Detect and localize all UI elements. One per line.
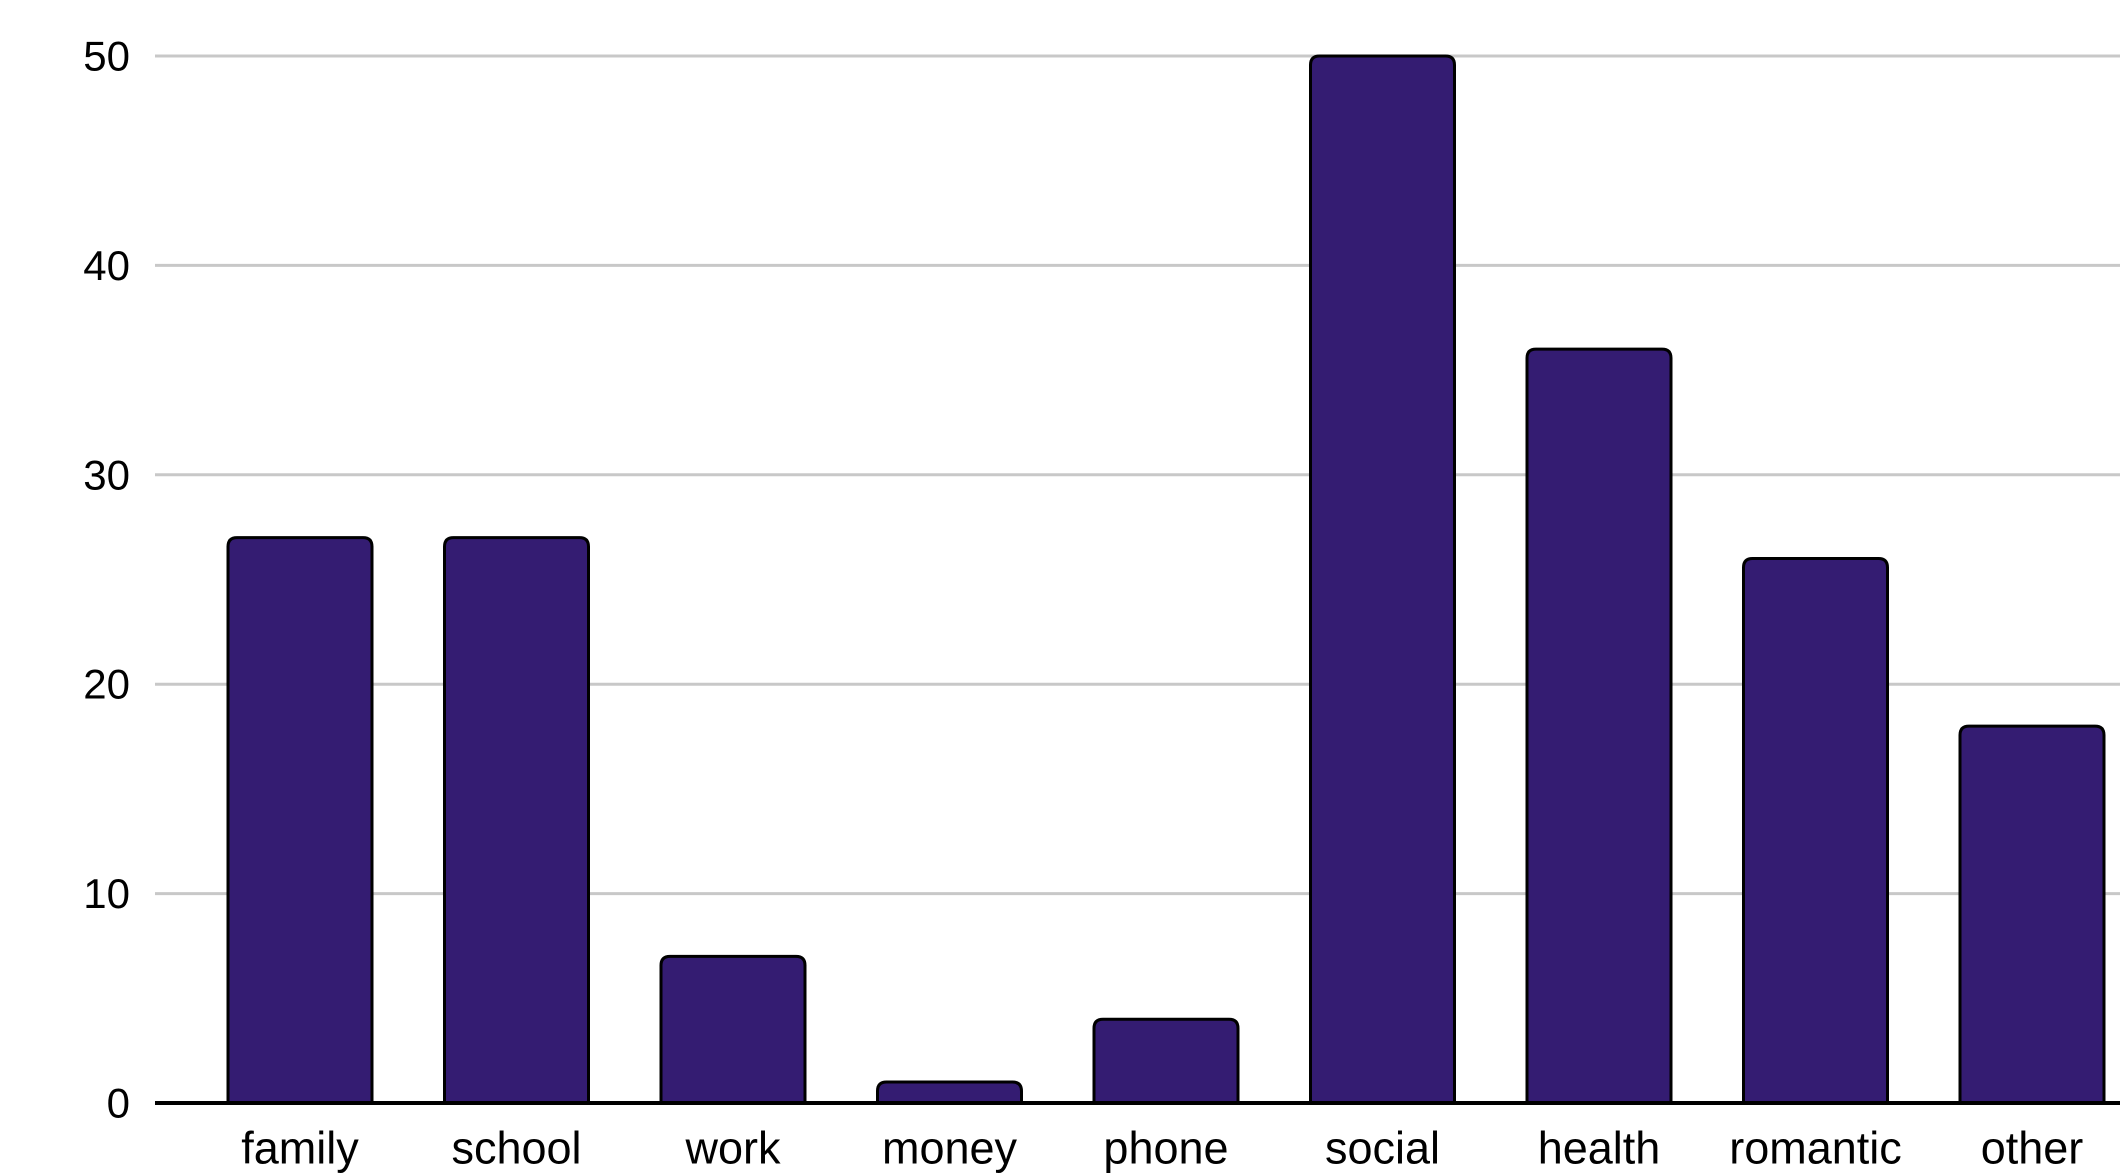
y-tick-label: 40 xyxy=(83,242,130,289)
y-tick-labels: 0 10 20 30 40 50 xyxy=(83,33,130,1127)
bar-romantic xyxy=(1742,557,1889,1105)
bar-phone xyxy=(1092,1017,1240,1105)
y-tick-label: 30 xyxy=(83,451,130,498)
y-tick-label: 20 xyxy=(83,661,130,708)
x-tick-label: other xyxy=(1981,1123,2084,1174)
x-tick-label: school xyxy=(451,1123,581,1174)
y-tick-label: 50 xyxy=(83,33,130,80)
x-category-labels: family school work money phone social health ro… xyxy=(241,1123,2083,1174)
x-tick-label: health xyxy=(1538,1123,1661,1174)
bar-money xyxy=(876,1080,1023,1105)
x-tick-label: social xyxy=(1325,1123,1440,1174)
bars xyxy=(226,54,2106,1105)
bar-family xyxy=(226,536,374,1105)
bar-social xyxy=(1309,54,1456,1105)
bar-work xyxy=(659,954,807,1105)
bar-school xyxy=(443,536,590,1105)
x-tick-label: romantic xyxy=(1729,1123,1902,1174)
bar-health xyxy=(1525,347,1673,1105)
y-tick-label: 10 xyxy=(83,870,130,917)
x-tick-label: family xyxy=(241,1123,359,1174)
x-tick-label: money xyxy=(882,1123,1018,1174)
x-tick-label: work xyxy=(684,1123,781,1174)
x-tick-label: phone xyxy=(1103,1123,1228,1174)
bar-other xyxy=(1958,724,2106,1105)
y-tick-label: 0 xyxy=(107,1080,130,1127)
